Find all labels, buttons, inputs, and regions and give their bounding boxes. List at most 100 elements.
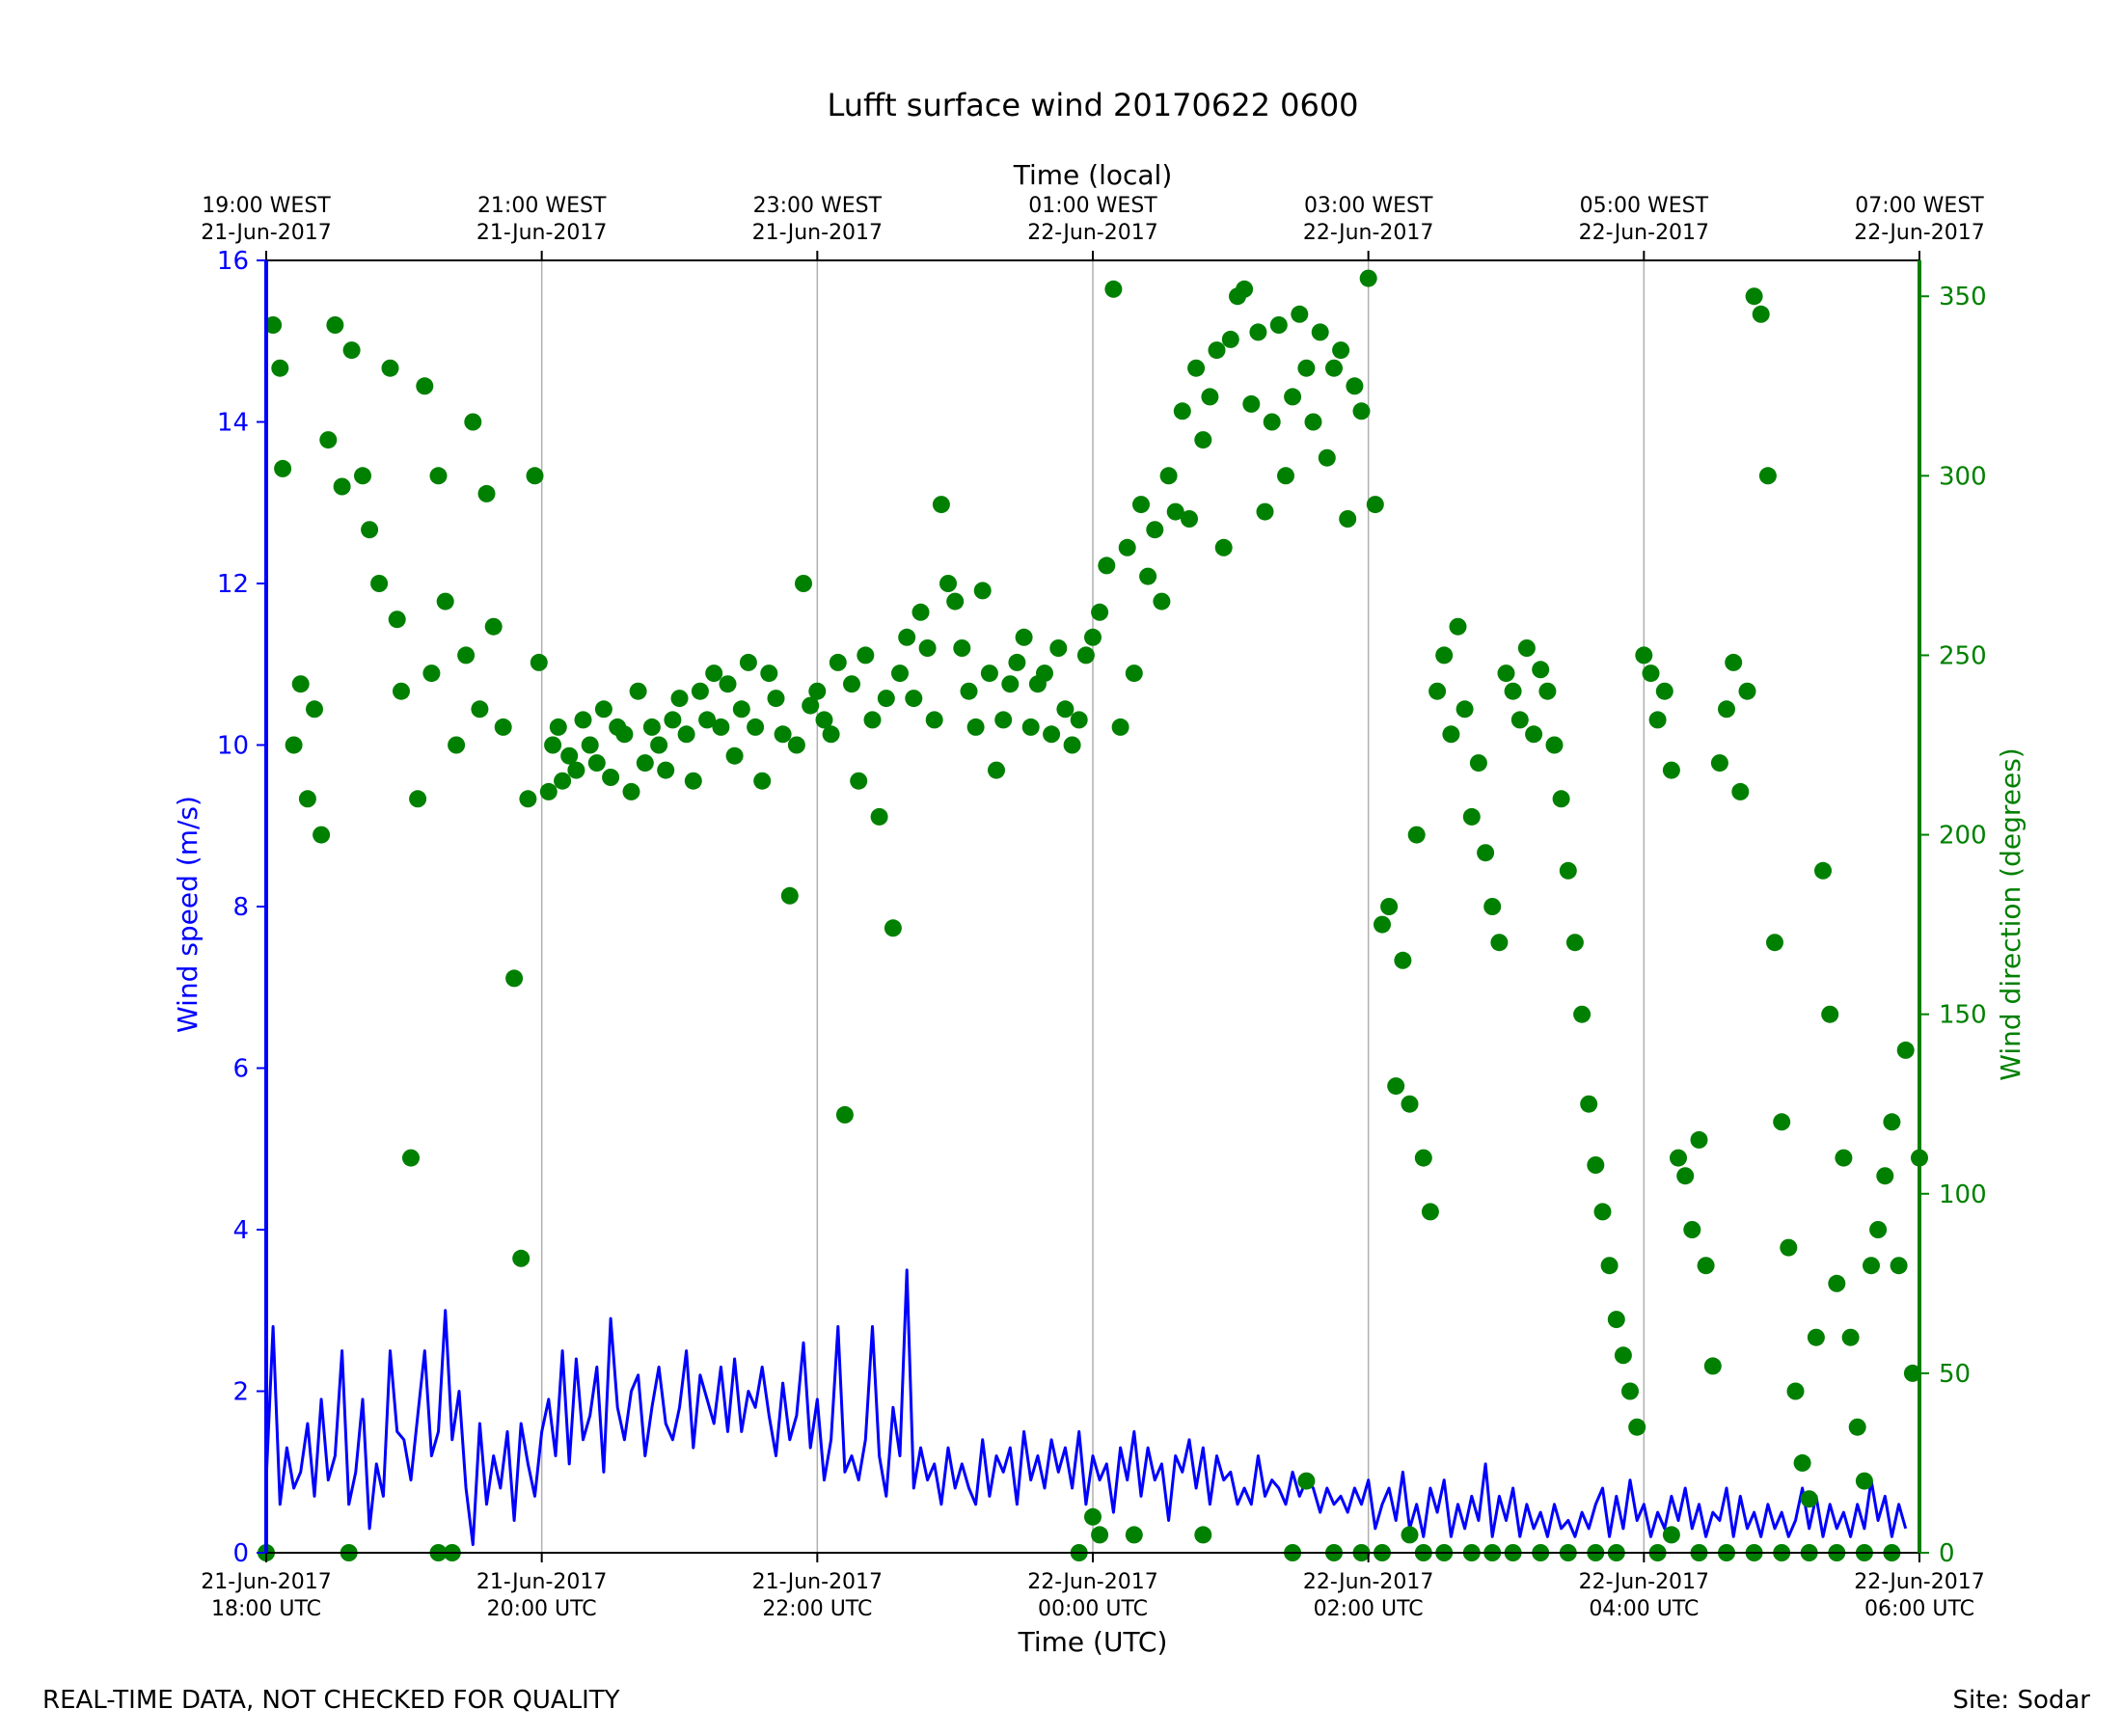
wind-direction-point xyxy=(877,690,895,708)
wind-direction-point xyxy=(705,665,723,683)
wind-direction-point xyxy=(1752,305,1770,323)
wind-direction-point xyxy=(494,718,512,736)
wind-direction-point xyxy=(448,736,466,754)
wind-direction-point xyxy=(1125,665,1143,683)
top-tick-label: 22-Jun-2017 xyxy=(1579,221,1709,245)
top-tick-label: 22-Jun-2017 xyxy=(1027,221,1157,245)
wind-direction-point xyxy=(1835,1149,1853,1167)
wind-direction-point xyxy=(843,675,860,693)
wind-direction-point xyxy=(505,969,524,988)
wind-direction-point xyxy=(1401,1095,1419,1113)
wind-direction-point xyxy=(1731,782,1750,800)
wind-direction-point xyxy=(925,711,943,729)
wind-direction-point xyxy=(1091,1526,1109,1544)
wind-direction-point xyxy=(636,754,654,773)
wind-direction-series xyxy=(258,269,1928,1561)
wind-direction-point xyxy=(1848,1418,1866,1436)
y2-tick-label: 150 xyxy=(1939,1001,1987,1030)
wind-direction-point xyxy=(1580,1095,1598,1113)
left-axis-label: Wind speed (m/s) xyxy=(172,796,204,1033)
wind-direction-point xyxy=(319,431,338,449)
chart-labels: Lufft surface wind 20170622 0600 Time (l… xyxy=(172,87,2027,1658)
wind-direction-point xyxy=(1043,725,1061,744)
wind-direction-point xyxy=(1414,1149,1432,1167)
top-axis-label: Time (local) xyxy=(1013,159,1173,191)
x-tick-label: 00:00 UTC xyxy=(1038,1597,1148,1621)
wind-direction-point xyxy=(298,790,316,808)
wind-direction-point xyxy=(1455,700,1474,719)
wind-direction-point xyxy=(285,736,303,754)
wind-direction-point xyxy=(1766,934,1783,952)
y-tick-label: 6 xyxy=(232,1055,249,1084)
top-tick-label: 19:00 WEST xyxy=(202,194,331,218)
wind-direction-point xyxy=(1821,1005,1839,1023)
wind-direction-point xyxy=(760,665,778,683)
wind-direction-point xyxy=(1339,510,1357,528)
wind-direction-point xyxy=(1091,603,1109,621)
wind-direction-point xyxy=(1703,1357,1722,1375)
x-tick-label: 22-Jun-2017 xyxy=(1579,1570,1709,1594)
wind-direction-point xyxy=(1236,280,1254,298)
y-tick-label: 16 xyxy=(217,247,249,276)
y2-tick-label: 250 xyxy=(1939,641,1987,670)
wind-direction-point xyxy=(615,725,634,744)
top-tick-label: 21:00 WEST xyxy=(477,194,607,218)
wind-direction-point xyxy=(388,610,406,629)
wind-direction-point xyxy=(657,761,675,779)
y-tick-label: 2 xyxy=(232,1378,249,1407)
y-tick-label: 12 xyxy=(217,570,249,599)
wind-direction-point xyxy=(1374,915,1391,934)
y2-tick-label: 300 xyxy=(1939,462,1987,491)
wind-speed-series xyxy=(264,1268,1908,1547)
wind-direction-point xyxy=(1346,377,1364,395)
wind-direction-point xyxy=(1855,1472,1873,1490)
wind-direction-point xyxy=(457,646,476,665)
wind-direction-point xyxy=(1532,661,1550,679)
site-label: Site: Sodar xyxy=(1952,1686,2090,1715)
wind-direction-point xyxy=(712,718,730,736)
wind-direction-point xyxy=(1181,510,1198,528)
wind-direction-point xyxy=(725,746,744,765)
wind-direction-point xyxy=(333,477,351,496)
wind-direction-point xyxy=(850,772,868,790)
wind-direction-point xyxy=(1504,682,1522,700)
wind-direction-point xyxy=(1559,861,1577,880)
wind-direction-point xyxy=(1565,934,1584,952)
wind-direction-point xyxy=(1214,538,1233,556)
wind-direction-point xyxy=(946,592,965,610)
wind-direction-point xyxy=(1304,413,1322,431)
wind-direction-point xyxy=(1635,646,1653,665)
wind-direction-point xyxy=(1159,467,1178,485)
wind-direction-point xyxy=(1111,718,1129,736)
wind-direction-point xyxy=(774,725,792,744)
wind-direction-point xyxy=(1890,1257,1908,1275)
wind-direction-point xyxy=(787,736,805,754)
wind-direction-point xyxy=(381,359,399,377)
top-tick-label: 21-Jun-2017 xyxy=(752,221,883,245)
wind-direction-point xyxy=(1049,639,1068,657)
wind-direction-point xyxy=(622,782,640,800)
x-tick-label: 22:00 UTC xyxy=(762,1597,872,1621)
wind-direction-point xyxy=(966,718,985,736)
wind-direction-point xyxy=(1063,736,1081,754)
x-tick-label: 22-Jun-2017 xyxy=(1854,1570,1984,1594)
y2-tick-label: 350 xyxy=(1939,283,1987,312)
wind-direction-point xyxy=(370,575,389,592)
y2-tick-label: 0 xyxy=(1939,1539,1955,1568)
wind-direction-point xyxy=(1903,1364,1921,1382)
wind-direction-point xyxy=(1187,359,1206,377)
wind-direction-point xyxy=(911,603,930,621)
x-tick-label: 18:00 UTC xyxy=(211,1597,321,1621)
y2-tick-label: 200 xyxy=(1939,822,1987,851)
wind-direction-point xyxy=(719,675,737,693)
wind-direction-point xyxy=(1676,1167,1695,1185)
wind-direction-point xyxy=(753,772,772,790)
wind-direction-point xyxy=(1442,725,1460,744)
wind-direction-point xyxy=(594,700,612,719)
wind-direction-point xyxy=(1662,761,1680,779)
wind-direction-point xyxy=(1194,1526,1212,1544)
wind-direction-point xyxy=(1896,1041,1915,1059)
wind-direction-point xyxy=(939,575,957,592)
wind-direction-point xyxy=(1084,1507,1102,1526)
wind-direction-point xyxy=(863,711,882,729)
